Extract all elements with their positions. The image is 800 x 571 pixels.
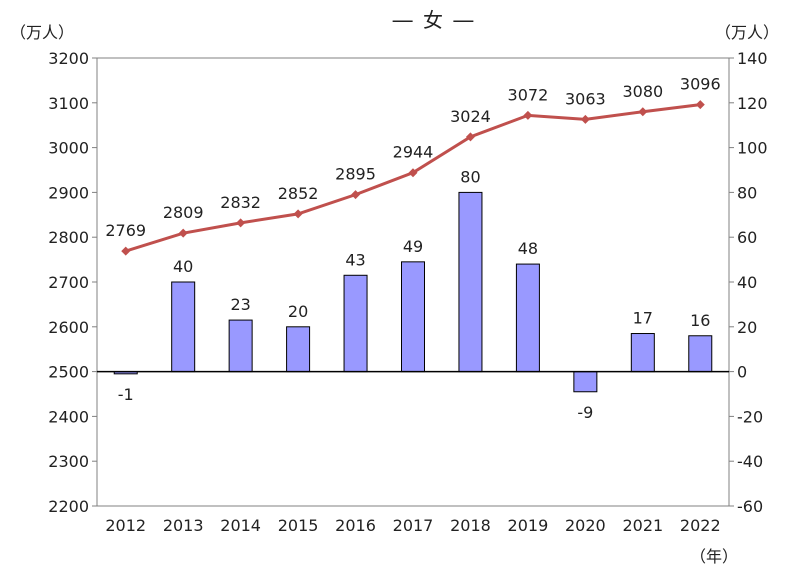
bar (343, 274, 368, 373)
bar-value-label: 80 (460, 167, 480, 186)
bar (458, 191, 483, 373)
chart-title: ― 女 ― (393, 8, 476, 32)
line-point (293, 209, 303, 219)
x-tick-label: 2015 (278, 516, 319, 535)
line-value-label: 3096 (680, 75, 721, 94)
right-tick-label: -60 (737, 497, 763, 516)
line-value-label: 2944 (393, 143, 434, 162)
bar (515, 263, 540, 373)
x-axis-unit: （年） (690, 547, 738, 566)
line-point (695, 100, 705, 110)
left-tick-label: 2500 (48, 363, 89, 382)
left-axis-unit: （万人） (10, 23, 74, 42)
bar-value-label: 20 (288, 302, 308, 321)
bar (286, 326, 311, 373)
bar (573, 371, 598, 393)
line-value-label: 3024 (450, 107, 491, 126)
left-tick-label: 3200 (48, 49, 89, 68)
bar (228, 319, 253, 373)
right-tick-label: 0 (737, 363, 747, 382)
line-value-label: 3072 (508, 85, 549, 104)
right-tick-label: 40 (737, 273, 757, 292)
bar-series (113, 191, 713, 393)
line-value-label: 2832 (220, 193, 261, 212)
x-tick-label: 2022 (680, 516, 721, 535)
left-tick-label: 2300 (48, 452, 89, 471)
left-tick-label: 2700 (48, 273, 89, 292)
bar-value-label: 48 (518, 239, 538, 258)
right-tick-label: 120 (737, 94, 768, 113)
left-axis: 3200 3100 3000 2900 2800 2700 2600 2500 2400 2300… (48, 49, 97, 516)
x-tick-label: 2013 (163, 516, 204, 535)
line-data-labels: 2769 2809 2832 2852 2895 2944 3024 3072 3063 3080… (105, 75, 720, 240)
left-tick-label: 2600 (48, 318, 89, 337)
left-tick-label: 2800 (48, 228, 89, 247)
line-point (465, 132, 475, 142)
line-point (580, 114, 590, 124)
bar-value-label: 40 (173, 257, 193, 276)
right-axis-unit: （万人） (715, 23, 779, 42)
line-point (178, 228, 188, 238)
right-tick-label: 60 (737, 228, 757, 247)
right-axis: 140 120 100 80 60 40 20 0 -20 -40 -60 (729, 49, 768, 516)
bar-value-label: -1 (118, 385, 134, 404)
line-value-label: 3080 (622, 82, 663, 101)
left-tick-label: 2200 (48, 497, 89, 516)
line-point (523, 110, 533, 120)
x-tick-label: 2017 (393, 516, 434, 535)
bar-value-label: 43 (345, 250, 365, 269)
bar-value-label: 17 (633, 309, 653, 328)
right-tick-label: 140 (737, 49, 768, 68)
bar (401, 261, 425, 373)
line-value-label: 3063 (565, 89, 606, 108)
line-series (121, 100, 705, 256)
x-tick-label: 2019 (508, 516, 549, 535)
line-point (638, 107, 648, 117)
x-axis: 2012 2013 2014 2015 2016 2017 2018 2019 2020 2021… (105, 516, 720, 535)
line-value-label: 2769 (105, 221, 146, 240)
x-tick-label: 2018 (450, 516, 491, 535)
bar (171, 281, 196, 373)
bar-value-label: -9 (577, 403, 593, 422)
line-point (236, 218, 246, 228)
right-tick-label: 80 (737, 183, 757, 202)
line-point (408, 168, 418, 178)
right-tick-label: -40 (737, 452, 763, 471)
right-tick-label: 100 (737, 139, 768, 158)
line-point (351, 190, 361, 200)
line-point (121, 246, 131, 256)
line-path (125, 103, 701, 253)
bar-value-label: 23 (230, 295, 250, 314)
bar-value-label: 49 (403, 237, 423, 256)
bar (688, 335, 713, 373)
x-tick-label: 2012 (105, 516, 146, 535)
left-tick-label: 2900 (48, 183, 89, 202)
left-tick-label: 2400 (48, 407, 89, 426)
bar (630, 333, 655, 373)
left-tick-label: 3100 (48, 94, 89, 113)
line-value-label: 2852 (278, 184, 319, 203)
left-tick-label: 3000 (48, 139, 89, 158)
line-value-label: 2895 (335, 165, 376, 184)
x-tick-label: 2014 (220, 516, 261, 535)
x-tick-label: 2020 (565, 516, 606, 535)
right-tick-label: -20 (737, 407, 763, 426)
bar-data-labels: -1 40 23 20 43 49 80 48 -9 17 16 (118, 167, 711, 421)
line-value-label: 2809 (163, 203, 204, 222)
x-tick-label: 2021 (622, 516, 663, 535)
right-tick-label: 20 (737, 318, 757, 337)
bar-value-label: 16 (690, 311, 710, 330)
x-tick-label: 2016 (335, 516, 376, 535)
